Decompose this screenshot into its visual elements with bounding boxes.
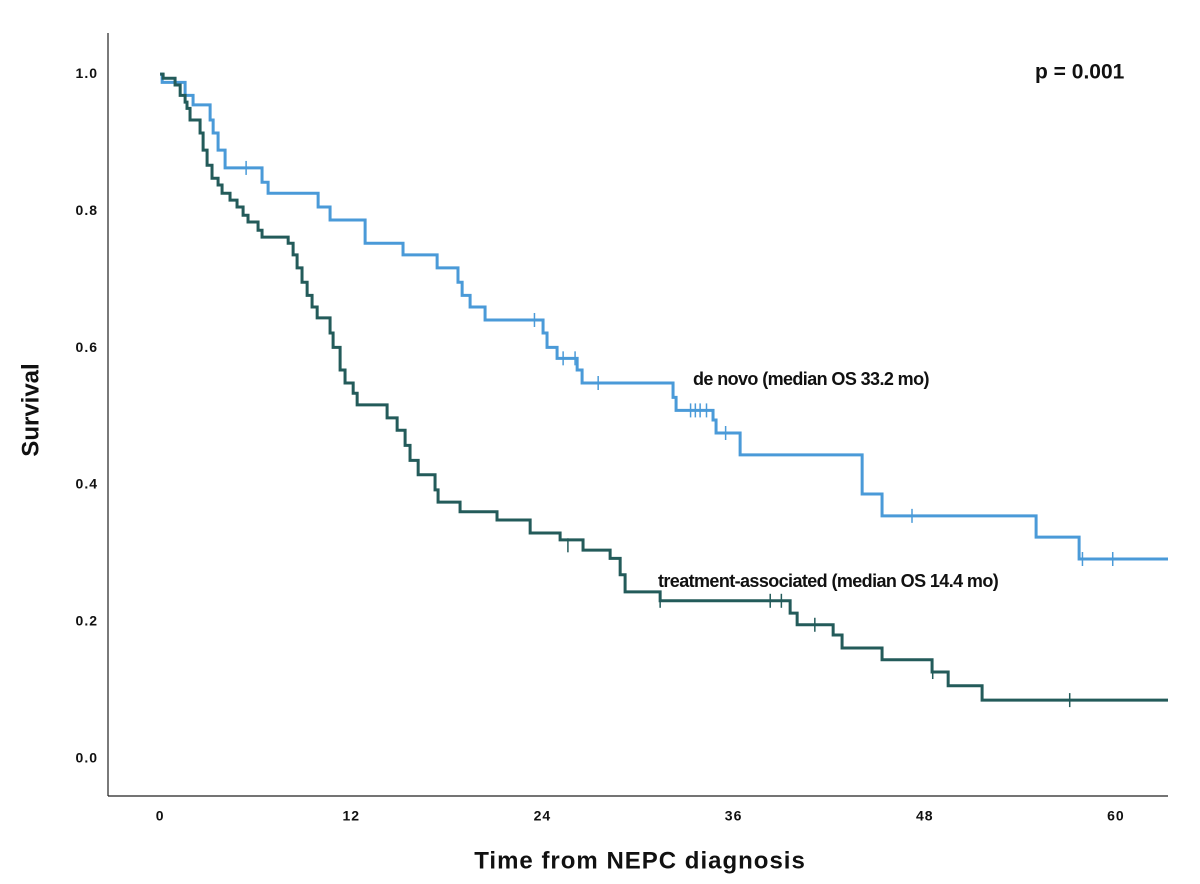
- survival-curve: [160, 72, 1168, 561]
- y-tick-label: 0.2: [76, 613, 98, 629]
- x-tick-label: 36: [725, 808, 743, 824]
- x-tick-label: 48: [916, 808, 934, 824]
- x-tick-label: 24: [534, 808, 552, 824]
- series-label: treatment-associated (median OS 14.4 mo): [658, 571, 999, 591]
- p-value: p = 0.001: [1035, 61, 1125, 84]
- x-tick-label: 60: [1107, 808, 1125, 824]
- survival-curve: [160, 72, 1168, 702]
- x-tick-label: 12: [342, 808, 360, 824]
- y-tick-label: 0.6: [76, 339, 98, 355]
- y-axis-label: Survival: [17, 363, 44, 456]
- x-axis-label: Time from NEPC diagnosis: [474, 847, 806, 874]
- y-tick-label: 0.0: [76, 750, 98, 766]
- series-label: de novo (median OS 33.2 mo): [693, 369, 929, 389]
- y-tick-label: 0.4: [76, 476, 98, 492]
- x-tick-label: 0: [156, 808, 165, 824]
- y-tick-label: 1.0: [76, 65, 98, 81]
- y-tick-label: 0.8: [76, 202, 98, 218]
